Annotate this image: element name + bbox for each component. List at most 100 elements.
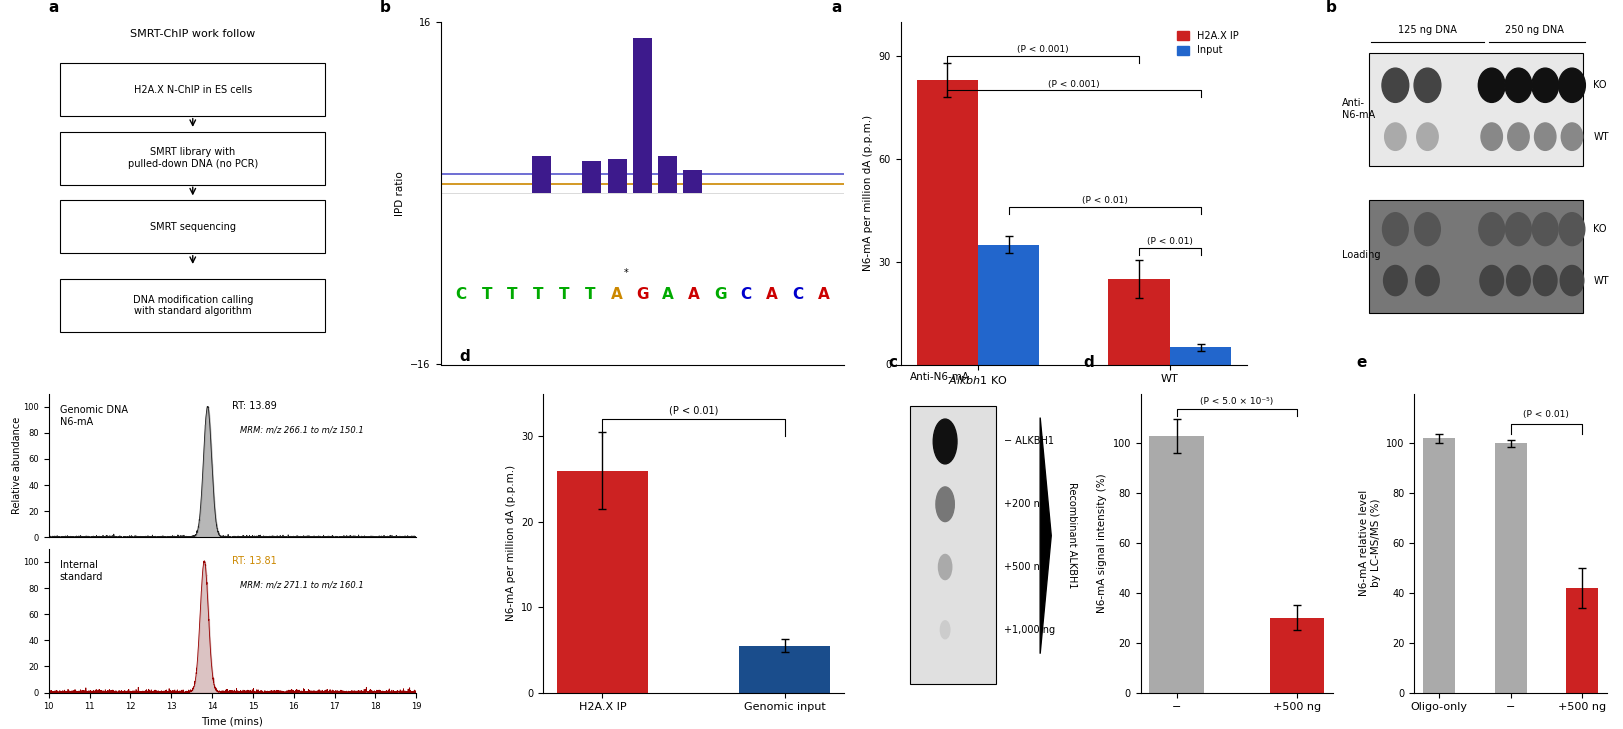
Text: A: A: [662, 287, 674, 303]
Text: T: T: [508, 287, 518, 303]
Bar: [1269, 618, 1324, 693]
Text: (P < 0.01): (P < 0.01): [669, 405, 719, 415]
Bar: [1368, 52, 1582, 165]
Circle shape: [1561, 123, 1582, 150]
FancyBboxPatch shape: [60, 63, 325, 116]
Text: A: A: [610, 287, 622, 303]
Text: G: G: [636, 287, 649, 303]
Text: (P < 5.0 × 10⁻⁵): (P < 5.0 × 10⁻⁵): [1199, 397, 1274, 406]
Circle shape: [1506, 213, 1532, 246]
Circle shape: [936, 487, 954, 521]
Bar: [557, 470, 648, 693]
Text: C: C: [792, 287, 803, 303]
Bar: [633, 38, 652, 193]
Legend: H2A.X IP, Input: H2A.X IP, Input: [1173, 27, 1242, 59]
Text: a: a: [49, 0, 58, 15]
Text: A: A: [688, 287, 700, 303]
Circle shape: [1560, 213, 1584, 246]
Bar: [657, 156, 677, 193]
Circle shape: [1534, 265, 1556, 296]
Text: +500 ng: +500 ng: [1003, 562, 1045, 572]
Circle shape: [1383, 265, 1407, 296]
Circle shape: [1480, 265, 1503, 296]
FancyBboxPatch shape: [60, 131, 325, 184]
Text: a: a: [831, 0, 842, 15]
Bar: [1368, 200, 1582, 313]
Text: Anti-N6-mA: Anti-N6-mA: [911, 372, 971, 382]
Text: 250 ng DNA: 250 ng DNA: [1505, 26, 1565, 35]
Bar: [1109, 279, 1170, 364]
Text: RT: 13.89: RT: 13.89: [232, 401, 278, 411]
Bar: [1423, 438, 1456, 693]
Text: A: A: [766, 287, 777, 303]
Circle shape: [1506, 265, 1530, 296]
Text: T: T: [534, 287, 544, 303]
Text: MRM: m/z 266.1 to m/z 150.1: MRM: m/z 266.1 to m/z 150.1: [240, 425, 364, 434]
Y-axis label: IPD ratio: IPD ratio: [394, 171, 404, 216]
Bar: [1149, 436, 1204, 693]
Y-axis label: N6-mA per million dA (p.p.m.): N6-mA per million dA (p.p.m.): [506, 465, 516, 621]
Circle shape: [1417, 123, 1438, 150]
Circle shape: [1560, 265, 1584, 296]
Bar: [683, 170, 703, 193]
Circle shape: [1479, 213, 1505, 246]
Circle shape: [1532, 213, 1558, 246]
Text: b: b: [1326, 0, 1337, 15]
Text: T: T: [586, 287, 596, 303]
Text: *: *: [623, 268, 628, 278]
Text: (P < 0.001): (P < 0.001): [1048, 79, 1100, 89]
Text: A: A: [818, 287, 829, 303]
Text: c: c: [888, 355, 898, 370]
Text: b: b: [380, 0, 391, 15]
Text: Genomic DNA
N6-mA: Genomic DNA N6-mA: [60, 405, 128, 426]
Bar: [1566, 588, 1599, 693]
Circle shape: [1508, 123, 1529, 150]
Bar: [1495, 443, 1527, 693]
Text: +1,000 ng: +1,000 ng: [1003, 625, 1055, 635]
Circle shape: [1558, 68, 1586, 102]
Text: d: d: [459, 348, 469, 364]
Circle shape: [1415, 213, 1440, 246]
Y-axis label: N6-mA per million dA (p.p.m.): N6-mA per million dA (p.p.m.): [863, 115, 873, 271]
Circle shape: [940, 621, 949, 639]
Bar: [738, 646, 831, 693]
Circle shape: [1534, 123, 1556, 150]
Bar: [1170, 348, 1232, 364]
Bar: [583, 161, 601, 193]
FancyBboxPatch shape: [60, 279, 325, 332]
Text: Loading: Loading: [1342, 250, 1380, 260]
Text: +200 ng: +200 ng: [1003, 499, 1045, 510]
Circle shape: [938, 555, 951, 580]
Text: SMRT library with
pulled-down DNA (no PCR): SMRT library with pulled-down DNA (no PC…: [128, 147, 258, 169]
Text: (P < 0.01): (P < 0.01): [1147, 238, 1193, 246]
Bar: [911, 405, 997, 684]
Circle shape: [1381, 68, 1409, 102]
Text: 125 ng DNA: 125 ng DNA: [1397, 26, 1457, 35]
Bar: [607, 159, 626, 193]
Circle shape: [1482, 123, 1503, 150]
Circle shape: [1479, 68, 1505, 102]
Text: WT: WT: [1594, 132, 1608, 141]
Y-axis label: N6-mA relative level
by LC-MS/MS (%): N6-mA relative level by LC-MS/MS (%): [1358, 490, 1381, 596]
Circle shape: [1505, 68, 1532, 102]
Text: (P < 0.01): (P < 0.01): [1524, 410, 1569, 418]
Text: SMRT sequencing: SMRT sequencing: [149, 222, 235, 232]
X-axis label: Time (mins): Time (mins): [201, 717, 263, 727]
Text: C: C: [454, 287, 466, 303]
Text: H2A.X N-ChIP in ES cells: H2A.X N-ChIP in ES cells: [133, 85, 252, 95]
Text: T: T: [560, 287, 570, 303]
Y-axis label: N6-mA signal intensity (%): N6-mA signal intensity (%): [1097, 473, 1107, 613]
Text: (P < 0.01): (P < 0.01): [1081, 196, 1128, 205]
Text: KO: KO: [1594, 224, 1607, 234]
Text: C: C: [740, 287, 751, 303]
Text: WT: WT: [1594, 276, 1608, 286]
Text: e: e: [1357, 355, 1367, 370]
Bar: [917, 80, 979, 364]
Text: MRM: m/z 271.1 to m/z 160.1: MRM: m/z 271.1 to m/z 160.1: [240, 580, 364, 590]
Bar: [979, 245, 1039, 364]
Polygon shape: [1040, 418, 1052, 654]
Text: KO: KO: [1594, 80, 1607, 90]
Y-axis label: Relative abundance: Relative abundance: [11, 417, 21, 514]
Text: d: d: [1083, 355, 1094, 370]
Text: (P < 0.001): (P < 0.001): [1018, 45, 1070, 55]
